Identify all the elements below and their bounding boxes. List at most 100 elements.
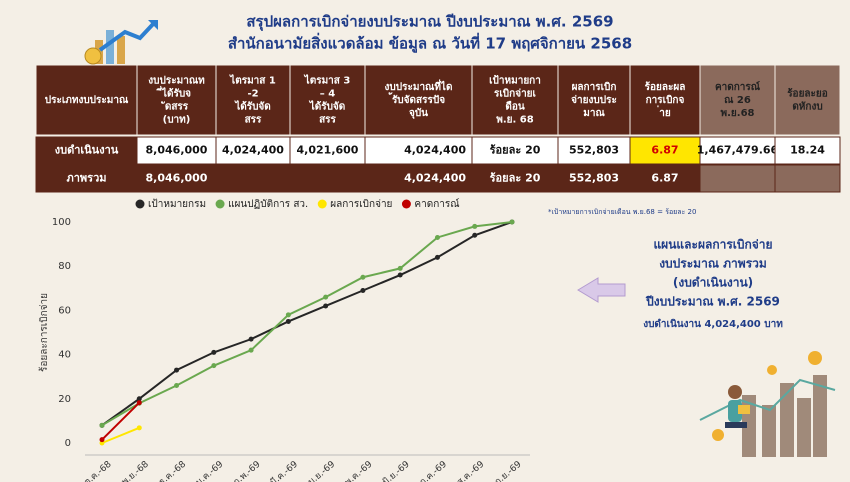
point <box>472 232 478 238</box>
point <box>174 367 180 373</box>
point <box>136 400 142 406</box>
y-tick-label: 40 <box>58 350 71 361</box>
point <box>136 396 142 402</box>
point <box>99 437 105 443</box>
title: สรุปผลการเบิกจ่ายงบประมาณ ปีงบประมาณ พ.ศ… <box>246 13 613 32</box>
cell-bg <box>289 164 366 193</box>
legend-item: คาดการณ์ <box>401 198 460 210</box>
cell-bg <box>471 136 559 165</box>
cell: 8,046,000 <box>146 144 208 157</box>
table: ประเภทงบประมาณ งบประมาณที่ได้รับจัดสรร(บา… <box>35 64 841 193</box>
y-tick-label: 20 <box>58 394 71 405</box>
cell-bg <box>774 136 841 165</box>
cell-bg <box>699 164 776 193</box>
side-line: (งบดำเนินงาน) <box>673 276 753 290</box>
point <box>248 336 254 342</box>
cell-bg <box>364 164 473 193</box>
cell: 18.24 <box>790 144 825 157</box>
y-axis-label: ร้อยละการเบิกจ่าย <box>38 293 50 372</box>
point <box>285 318 291 324</box>
point <box>136 425 142 431</box>
cell: งบดำเนินงาน <box>55 144 119 157</box>
header-bg <box>364 64 473 136</box>
header-cell: ไตรมาส 1 -2 ได้รับจัดสรร <box>229 74 276 126</box>
cell-bg <box>215 136 291 165</box>
point <box>397 265 403 271</box>
legend-swatch <box>401 199 411 209</box>
cell-bg <box>136 136 217 165</box>
legend-label: ผลการเบิกจ่าย <box>330 199 392 210</box>
cell-bg <box>364 136 473 165</box>
side-line: ปีงบประมาณ พ.ศ. 2569 <box>646 295 780 309</box>
cell-bg <box>557 164 631 193</box>
cell: 1,467,479.66 <box>697 144 779 157</box>
cell: ภาพรวม <box>66 172 106 185</box>
illustration <box>699 351 836 457</box>
cell-bg <box>629 136 701 165</box>
legend-item: แผนปฏิบัติการ สว. <box>215 199 308 210</box>
point <box>211 363 217 369</box>
cell: 4,024,400 <box>404 172 466 185</box>
header-cell: ร้อยละยอดหักงบ <box>787 88 828 113</box>
legend-item: ผลการเบิกจ่าย <box>317 199 392 210</box>
series-line <box>101 221 513 427</box>
point <box>509 219 515 225</box>
subtitle: สำนักอนามัยสิ่งแวดล้อม ข้อมูล ณ วันที่ 1… <box>228 33 632 54</box>
note: *เป้าหมายการเบิกจ่ายเดือน พ.ย.68 = ร้อยล… <box>548 208 696 216</box>
point <box>174 383 180 389</box>
cell: 4,021,600 <box>297 144 359 157</box>
legend-swatch <box>135 199 145 209</box>
cell: ร้อยละ 20 <box>490 144 541 157</box>
header-bg <box>629 64 701 136</box>
series-line <box>101 426 140 444</box>
y-tick-label: 80 <box>58 261 71 272</box>
header-bg <box>215 64 291 136</box>
cell-bg <box>35 136 138 165</box>
legend-item: เป้าหมายกรม <box>135 198 206 210</box>
point <box>323 303 329 309</box>
cell-bg <box>699 136 776 165</box>
cell: 8,046,000 <box>146 172 208 185</box>
y-tick-label: 0 <box>65 438 71 449</box>
point <box>248 347 254 353</box>
point <box>434 234 440 240</box>
header-bg <box>471 64 559 136</box>
header-cell: ผลการเบิกจ่ายงบประมาณ <box>571 81 617 119</box>
cell-bg <box>774 164 841 193</box>
point <box>211 349 217 355</box>
side-line: งบประมาณ ภาพรวม <box>659 257 767 271</box>
point <box>285 312 291 318</box>
header-cell: ประเภทงบประมาณ <box>45 94 129 106</box>
point <box>360 274 366 280</box>
series-line <box>101 221 513 427</box>
header-bg <box>289 64 366 136</box>
legend-swatch <box>215 199 225 209</box>
header-cell: เป้าหมายการเบิกจ่ายเดือนพ.ย. 68 <box>489 75 541 126</box>
cell: 6.87 <box>651 144 678 157</box>
cell-bg <box>35 164 138 193</box>
legend-label: คาดการณ์ <box>414 198 459 210</box>
cell: 552,803 <box>569 172 619 185</box>
header-cell: งบประมาณที่ได้รับจัดสรรปัจจุบัน <box>385 79 453 119</box>
legend-label: แผนปฏิบัติการ สว. <box>228 199 308 210</box>
cell: 6.87 <box>651 172 678 185</box>
header-bg <box>557 64 631 136</box>
cell: 552,803 <box>569 144 619 157</box>
side-line: แผนและผลการเบิกจ่าย <box>653 238 772 252</box>
header-bg <box>35 64 138 136</box>
cell-bg <box>629 164 701 193</box>
legend-label: เป้าหมายกรม <box>148 198 206 210</box>
header-cell: งบประมาณที่ได้รับจัดสรร(บาท) <box>148 75 205 126</box>
point <box>99 422 105 428</box>
side-panel: แผนและผลการเบิกจ่ายงบประมาณ ภาพรวม (งบดำเ… <box>643 238 783 331</box>
header-cell: คาดการณ์ณ 26 พ.ย.68 <box>715 81 761 119</box>
arrow <box>577 277 626 303</box>
series-line <box>101 401 140 441</box>
header-cell: ร้อยละผลการเบิกจ่าย <box>645 81 686 119</box>
cell-bg <box>215 164 291 193</box>
legend-swatch <box>317 199 327 209</box>
y-tick-label: 100 <box>52 217 71 228</box>
header-bg <box>136 64 217 136</box>
header-bg <box>699 64 776 136</box>
cell-bg <box>557 136 631 165</box>
